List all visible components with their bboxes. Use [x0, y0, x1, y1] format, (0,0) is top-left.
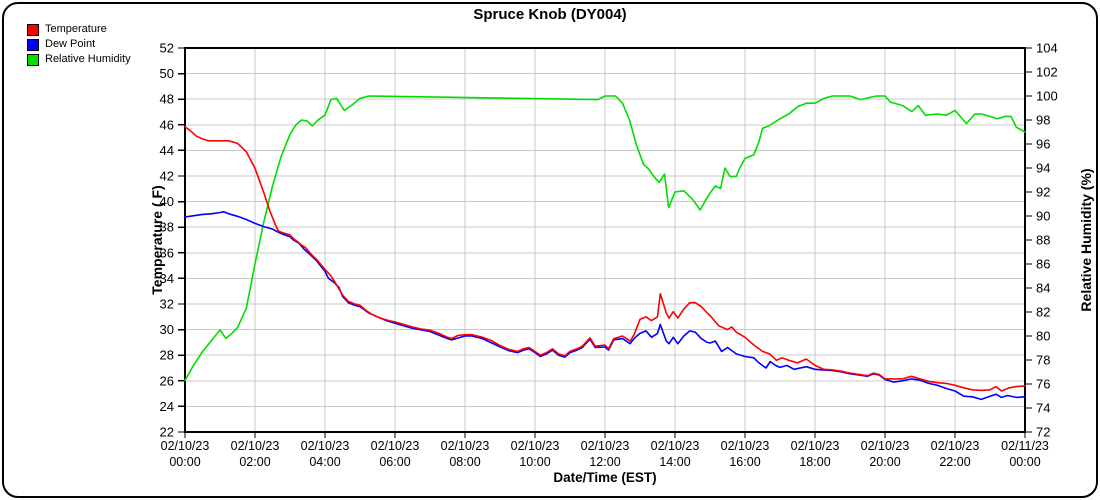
y-axis-title-left: Temperature ( F) — [149, 185, 165, 295]
svg-text:86: 86 — [1036, 257, 1050, 272]
temperature-swatch-icon — [27, 23, 39, 36]
svg-text:38: 38 — [160, 220, 174, 235]
svg-text:14:00: 14:00 — [659, 455, 690, 469]
legend-label-temperature: Temperature — [45, 23, 107, 35]
svg-text:12:00: 12:00 — [589, 455, 620, 469]
svg-text:98: 98 — [1036, 113, 1050, 128]
svg-text:44: 44 — [160, 143, 174, 158]
legend-label-dew-point: Dew Point — [45, 38, 96, 50]
legend-item-temperature: Temperature — [27, 22, 131, 37]
svg-text:10:00: 10:00 — [519, 455, 550, 469]
x-axis-title: Date/Time (EST) — [553, 470, 657, 485]
svg-text:52: 52 — [160, 41, 174, 56]
legend-item-dew-point: Dew Point — [27, 37, 131, 52]
svg-text:02/10/23: 02/10/23 — [301, 439, 350, 453]
svg-text:08:00: 08:00 — [449, 455, 480, 469]
svg-text:32: 32 — [160, 297, 174, 312]
svg-text:94: 94 — [1036, 161, 1050, 176]
legend: Temperature Dew Point Relative Humidity — [27, 22, 131, 67]
svg-text:72: 72 — [1036, 425, 1050, 440]
legend-label-relative-humidity: Relative Humidity — [45, 53, 131, 65]
svg-text:02/10/23: 02/10/23 — [721, 439, 770, 453]
svg-text:06:00: 06:00 — [379, 455, 410, 469]
svg-text:02/10/23: 02/10/23 — [581, 439, 630, 453]
svg-text:24: 24 — [160, 399, 174, 414]
svg-text:48: 48 — [160, 92, 174, 107]
svg-text:78: 78 — [1036, 353, 1050, 368]
svg-text:02:00: 02:00 — [239, 455, 270, 469]
svg-text:02/10/23: 02/10/23 — [231, 439, 280, 453]
svg-text:80: 80 — [1036, 329, 1050, 344]
svg-text:46: 46 — [160, 117, 174, 132]
svg-text:26: 26 — [160, 373, 174, 388]
svg-text:30: 30 — [160, 322, 174, 337]
svg-text:74: 74 — [1036, 401, 1050, 416]
svg-text:22: 22 — [160, 425, 174, 440]
svg-text:76: 76 — [1036, 377, 1050, 392]
svg-text:02/10/23: 02/10/23 — [931, 439, 980, 453]
svg-text:02/10/23: 02/10/23 — [441, 439, 490, 453]
svg-text:02/10/23: 02/10/23 — [651, 439, 700, 453]
svg-text:40: 40 — [160, 194, 174, 209]
svg-text:16:00: 16:00 — [729, 455, 760, 469]
svg-text:02/10/23: 02/10/23 — [371, 439, 420, 453]
svg-text:00:00: 00:00 — [1009, 455, 1040, 469]
svg-text:28: 28 — [160, 348, 174, 363]
svg-text:00:00: 00:00 — [169, 455, 200, 469]
svg-text:42: 42 — [160, 169, 174, 184]
svg-text:88: 88 — [1036, 233, 1050, 248]
svg-text:04:00: 04:00 — [309, 455, 340, 469]
svg-text:82: 82 — [1036, 305, 1050, 320]
svg-text:92: 92 — [1036, 185, 1050, 200]
svg-text:20:00: 20:00 — [869, 455, 900, 469]
svg-text:02/10/23: 02/10/23 — [791, 439, 840, 453]
chart-title: Spruce Knob (DY004) — [473, 6, 627, 23]
svg-text:102: 102 — [1036, 65, 1058, 80]
svg-text:104: 104 — [1036, 41, 1058, 56]
y-axis-title-right: Relative Humidity (%) — [1078, 168, 1094, 312]
legend-item-relative-humidity: Relative Humidity — [27, 52, 131, 67]
svg-text:96: 96 — [1036, 137, 1050, 152]
svg-text:02/10/23: 02/10/23 — [161, 439, 210, 453]
dew-point-swatch-icon — [27, 38, 39, 51]
svg-text:90: 90 — [1036, 209, 1050, 224]
svg-text:18:00: 18:00 — [799, 455, 830, 469]
svg-text:02/10/23: 02/10/23 — [511, 439, 560, 453]
svg-text:100: 100 — [1036, 89, 1058, 104]
svg-text:22:00: 22:00 — [939, 455, 970, 469]
svg-text:02/11/23: 02/11/23 — [1001, 439, 1049, 453]
svg-text:34: 34 — [160, 271, 174, 286]
relative-humidity-swatch-icon — [27, 53, 39, 66]
svg-text:02/10/23: 02/10/23 — [861, 439, 910, 453]
svg-text:36: 36 — [160, 245, 174, 260]
svg-text:84: 84 — [1036, 281, 1050, 296]
svg-text:50: 50 — [160, 66, 174, 81]
